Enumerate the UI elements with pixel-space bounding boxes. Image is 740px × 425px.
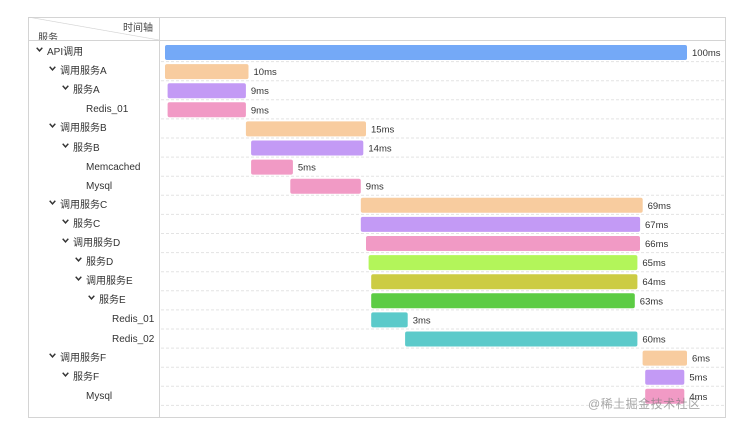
tree-item-label: Redis_02 — [112, 333, 155, 345]
span-duration-label: 10ms — [254, 67, 277, 78]
tree-item[interactable]: Mysql — [28, 177, 206, 196]
service-tree-panel: 服务 时间轴 — [28, 17, 160, 418]
span-duration-label: 60ms — [642, 335, 665, 346]
tree-item[interactable]: 服务B — [28, 139, 193, 158]
tree-item[interactable]: 服务D — [28, 253, 206, 272]
chevron-down-icon[interactable] — [62, 218, 69, 225]
span-bar[interactable] — [368, 255, 638, 271]
watermark: @稀土掘金技术社区 — [588, 397, 701, 411]
chevron-down-icon[interactable] — [75, 256, 82, 263]
tree-item-label: 调用服务A — [60, 66, 107, 78]
tree-item[interactable]: Redis_01 — [28, 100, 206, 119]
timeline-column-header: 时间轴 — [123, 23, 153, 34]
tree-item[interactable]: Memcached — [28, 158, 206, 177]
chevron-down-icon[interactable] — [49, 65, 56, 72]
tree-item[interactable]: 服务E — [28, 291, 219, 310]
span-duration-label: 67ms — [645, 220, 668, 231]
span-bar[interactable] — [366, 236, 640, 251]
tree-item-label: 服务A — [73, 85, 100, 97]
span-bar[interactable] — [251, 140, 364, 156]
span-duration-label: 69ms — [648, 201, 671, 212]
chevron-down-icon[interactable] — [62, 142, 69, 149]
span-bar[interactable] — [642, 350, 687, 366]
chevron-down-icon[interactable] — [49, 199, 56, 206]
tree-item[interactable]: Mysql — [28, 387, 206, 406]
span-bar[interactable] — [167, 83, 246, 99]
span-bar[interactable] — [371, 312, 408, 328]
tree-header: 服务 时间轴 — [28, 17, 159, 41]
tree-item[interactable]: 调用服务B — [28, 119, 180, 138]
span-bar[interactable] — [165, 45, 687, 60]
span-duration-label: 65ms — [642, 258, 665, 269]
span-duration-label: 66ms — [645, 239, 668, 250]
tree-item[interactable]: 服务C — [28, 215, 193, 234]
span-bar[interactable] — [645, 369, 685, 385]
timeline-header — [160, 17, 726, 41]
span-duration-label: 9ms — [251, 105, 269, 116]
tree-item[interactable]: 服务A — [28, 81, 193, 100]
tree-item[interactable]: Redis_02 — [28, 330, 232, 349]
tree-item-label: 调用服务B — [60, 123, 107, 135]
span-duration-label: 3ms — [413, 315, 431, 326]
chevron-down-icon[interactable] — [75, 275, 82, 282]
span-duration-label: 64ms — [642, 277, 665, 288]
tree-item[interactable]: 调用服务E — [28, 272, 206, 291]
span-bar[interactable] — [360, 216, 641, 232]
span-bar[interactable] — [371, 274, 638, 290]
chevron-down-icon[interactable] — [49, 122, 56, 129]
span-duration-label: 63ms — [640, 296, 663, 307]
tree-item[interactable]: 调用服务F — [28, 349, 180, 368]
span-duration-label: 14ms — [368, 144, 391, 155]
span-bar[interactable] — [290, 178, 361, 194]
tree-item-label: 调用服务E — [86, 276, 133, 288]
span-bar[interactable] — [165, 64, 249, 80]
span-bar[interactable] — [371, 293, 635, 309]
tree-item-label: 服务B — [73, 142, 100, 154]
chevron-down-icon[interactable] — [88, 294, 95, 301]
span-duration-label: 100ms — [692, 48, 721, 59]
tree-item-label: 服务E — [99, 295, 126, 307]
service-column-header: 服务 — [38, 33, 58, 41]
chevron-down-icon[interactable] — [36, 46, 43, 53]
span-bar[interactable] — [167, 102, 246, 118]
span-bar[interactable] — [251, 159, 293, 175]
tree-item-label: 调用服务D — [73, 238, 121, 249]
tree-item[interactable]: 调用服务C — [28, 196, 180, 215]
tree-item[interactable]: 服务F — [28, 368, 193, 387]
tree-item-label: Mysql — [86, 390, 113, 402]
tree-item[interactable]: API调用 — [28, 43, 167, 62]
span-duration-label: 5ms — [298, 163, 316, 174]
span-duration-label: 6ms — [692, 354, 710, 365]
tree-item-label: Redis_01 — [86, 104, 129, 116]
span-bar[interactable] — [405, 331, 638, 347]
span-duration-label: 9ms — [366, 182, 384, 193]
tree-item-label: 调用服务F — [60, 352, 107, 364]
tree-item[interactable]: 调用服务A — [28, 62, 180, 81]
span-bar[interactable] — [360, 197, 643, 213]
tree-item-label: API调用 — [47, 47, 84, 58]
chevron-down-icon[interactable] — [62, 371, 69, 378]
tree-item[interactable]: 调用服务D — [28, 234, 193, 253]
tree-item-label: 服务D — [86, 257, 114, 269]
span-duration-label: 5ms — [689, 373, 707, 384]
chevron-down-icon[interactable] — [49, 352, 56, 359]
span-bar[interactable] — [245, 121, 366, 137]
span-duration-label: 15ms — [371, 124, 394, 135]
span-duration-label: 9ms — [251, 86, 269, 97]
tree-item-label: Memcached — [86, 161, 141, 173]
tree-item[interactable]: Redis_01 — [28, 310, 232, 329]
tree-item-label: Mysql — [86, 180, 113, 192]
tree-item-label: 调用服务C — [60, 199, 108, 211]
tree-item-label: Redis_01 — [112, 314, 155, 326]
chevron-down-icon[interactable] — [62, 84, 69, 91]
span-bar[interactable] — [645, 388, 685, 404]
chevron-down-icon[interactable] — [62, 237, 69, 244]
tree-item-label: 服务C — [73, 218, 101, 230]
tree-item-label: 服务F — [73, 371, 100, 383]
span-duration-label: 4ms — [689, 392, 707, 403]
